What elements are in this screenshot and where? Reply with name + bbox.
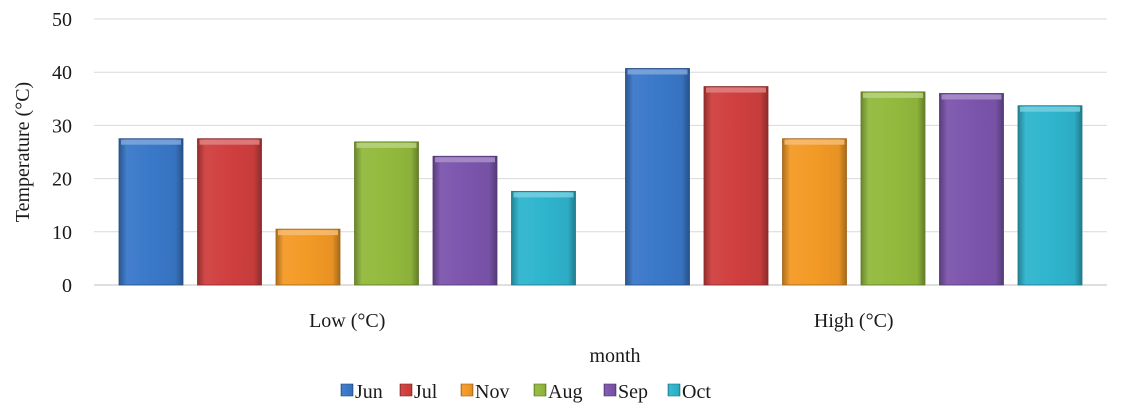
bar-jun-high [625, 68, 690, 286]
bar-jul-high [703, 86, 769, 286]
legend-swatch [667, 383, 681, 397]
legend-label: Jun [355, 381, 383, 403]
bars [118, 68, 1083, 286]
legend-label: Jul [414, 381, 438, 403]
legend-item-nov: Nov [460, 381, 509, 403]
bar-sep-high [939, 93, 1004, 286]
legend-item-jul: Jul [399, 381, 438, 403]
x-category-label: High (°C) [814, 310, 894, 332]
legend-swatch [460, 383, 474, 397]
y-tick-label: 40 [52, 62, 72, 84]
legend: Jun Jul Nov Aug Sep Oct [340, 381, 711, 403]
y-axis-ticks: 0 10 20 30 40 50 [52, 9, 72, 297]
bar-jun-low [118, 138, 184, 286]
legend-item-aug: Aug [533, 381, 582, 403]
bar-jul-low [197, 138, 262, 286]
bar-aug-low [354, 141, 419, 286]
gridlines [94, 18, 1107, 286]
legend-label: Oct [682, 381, 711, 403]
y-tick-label: 50 [52, 9, 72, 31]
legend-label: Nov [475, 381, 509, 403]
y-tick-label: 10 [52, 222, 72, 244]
legend-label: Aug [548, 381, 582, 403]
bar-oct-low [511, 190, 576, 286]
y-axis-label: Temperature (°C) [12, 82, 34, 222]
bar-oct-high [1017, 105, 1083, 286]
legend-item-sep: Sep [603, 381, 648, 403]
legend-swatch [533, 383, 547, 397]
bar-sep-low [432, 155, 498, 286]
y-tick-label: 20 [52, 169, 72, 191]
x-axis-label: month [589, 345, 640, 367]
y-tick-label: 0 [62, 275, 72, 297]
legend-item-oct: Oct [667, 381, 711, 403]
bar-aug-high [860, 91, 926, 286]
y-tick-label: 30 [52, 115, 72, 137]
legend-item-jun: Jun [340, 381, 383, 403]
bar-nov-low [275, 228, 341, 286]
legend-swatch [399, 383, 413, 397]
legend-swatch [603, 383, 617, 397]
legend-swatch [340, 383, 354, 397]
legend-label: Sep [618, 381, 648, 403]
x-axis-categories: Low (°C) High (°C) [309, 310, 894, 332]
x-category-label: Low (°C) [309, 310, 385, 332]
bar-nov-high [782, 138, 847, 286]
